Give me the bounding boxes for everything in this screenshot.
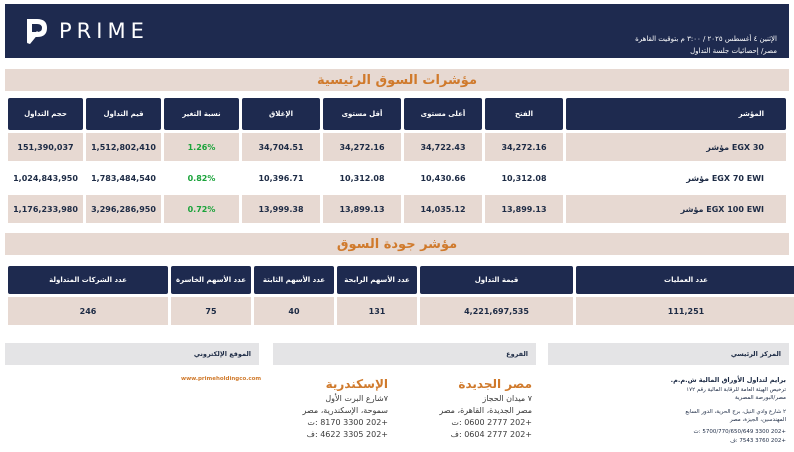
branch-alex-line: سموحة، الإسكندرية، مصر	[302, 406, 388, 415]
indices-table: حجم التداول قيم التداول نسبة التغير الإغ…	[5, 95, 789, 226]
indices-section-title: مؤشرات السوق الرئيسية	[316, 72, 477, 88]
prime-logo-icon	[27, 19, 47, 44]
col-header-unchanged: عدد الأسهم الثابتة	[254, 266, 334, 294]
cell-trades: 111,251	[576, 297, 794, 325]
cell-index-name: مؤشر EGX 100 EWI	[566, 195, 786, 223]
cell-value: 1,512,802,410	[86, 133, 161, 161]
quality-section-title: مؤشر جودة السوق	[336, 236, 458, 252]
branch-cairo-line: ٧ ميدان الحجاز	[482, 394, 532, 403]
cell-gainers: 131	[337, 297, 417, 325]
quality-table: عدد الشركات المتداولة عدد الأسهم الخاسرة…	[5, 263, 794, 328]
branches-label: الفروع	[506, 350, 528, 358]
table-row: 1,024,843,950 1,783,484,540 0.82% 10,396…	[8, 164, 786, 192]
hq-address: المهندسين، الجيزة، مصر	[729, 417, 786, 423]
cell-volume: 151,390,037	[8, 133, 83, 161]
cell-volume: 1,176,233,980	[8, 195, 83, 223]
cell-trade-value: 4,221,697,535	[420, 297, 573, 325]
session-date: الإثنين ٤ أغسطس ٢٠٢٥ / ٣:٠٠ م بتوقيت الق…	[635, 35, 777, 43]
quality-section-header: مؤشر جودة السوق	[5, 233, 789, 255]
cell-open: 10,312.08	[485, 164, 563, 192]
col-header-losers: عدد الأسهم الخاسرة	[171, 266, 251, 294]
indices-header-row: حجم التداول قيم التداول نسبة التغير الإغ…	[8, 98, 786, 130]
col-header-open: الفتح	[485, 98, 563, 130]
quality-header-row: عدد الشركات المتداولة عدد الأسهم الخاسرة…	[8, 266, 794, 294]
website-label: الموقع الإلكتروني	[193, 350, 251, 358]
cell-close: 13,999.38	[242, 195, 320, 223]
branch-cairo-title: مصر الجديدة	[458, 377, 532, 391]
branch-alex-title: الإسكندرية	[325, 377, 388, 391]
hq-address: ٢ شارع وادي النيل، برج الحرية، الدور الس…	[685, 409, 786, 415]
col-header-traded-companies: عدد الشركات المتداولة	[8, 266, 168, 294]
col-header-value: قيم التداول	[86, 98, 161, 130]
website-label-bar: الموقع الإلكتروني	[5, 343, 259, 365]
website-link[interactable]: www.primeholdingco.com	[181, 376, 262, 382]
hq-exchange: مصر/البورصة المصرية	[735, 395, 786, 401]
prime-logo[interactable]: PRIME	[25, 17, 149, 45]
indices-section-header: مؤشرات السوق الرئيسية	[5, 69, 789, 91]
cell-value: 3,296,286,950	[86, 195, 161, 223]
cell-value: 1,783,484,540	[86, 164, 161, 192]
cell-change: 0.72%	[164, 195, 239, 223]
logo-wordmark: PRIME	[59, 19, 149, 43]
col-header-low: أقل مستوى	[323, 98, 401, 130]
cell-high: 34,722.43	[404, 133, 482, 161]
cell-losers: 75	[171, 297, 251, 325]
cell-close: 34,704.51	[242, 133, 320, 161]
hq-license: ترخيص الهيئة العامة للرقابة المالية رقم …	[686, 387, 786, 393]
cell-index-name: مؤشر EGX 70 EWI	[566, 164, 786, 192]
cell-change: 1.26%	[164, 133, 239, 161]
cell-open: 34,272.16	[485, 133, 563, 161]
hq-fax: +202 3760 7543 :ف	[730, 438, 786, 444]
hq-company-name: برايم لتداول الأوراق المالية ش.م.م.	[670, 376, 786, 384]
col-header-trades: عدد العمليات	[576, 266, 794, 294]
col-header-gainers: عدد الأسهم الرابحة	[337, 266, 417, 294]
cell-low: 10,312.08	[323, 164, 401, 192]
cell-high: 10,430.66	[404, 164, 482, 192]
cell-unchanged: 40	[254, 297, 334, 325]
branch-alex-fax: +202 3305 4622 :ف	[306, 430, 388, 439]
branch-cairo-line: مصر الجديدة، القاهرة، مصر	[439, 406, 532, 415]
cell-low: 34,272.16	[323, 133, 401, 161]
branches-label-bar: الفروع	[273, 343, 536, 365]
branch-alex-line: ٧شارع البرت الأول	[325, 394, 388, 403]
cell-open: 13,899.13	[485, 195, 563, 223]
branch-cairo-phone: +202 2777 0600 :ت	[451, 418, 532, 427]
cell-change: 0.82%	[164, 164, 239, 192]
cell-high: 14,035.12	[404, 195, 482, 223]
branch-alex-phone: +202 3300 8170 :ت	[307, 418, 388, 427]
hq-label: المركز الرئيسي	[730, 350, 781, 358]
hq-label-bar: المركز الرئيسي	[548, 343, 789, 365]
branch-cairo-fax: +202 2777 0604 :ف	[450, 430, 532, 439]
col-header-close: الإغلاق	[242, 98, 320, 130]
cell-traded-companies: 246	[8, 297, 168, 325]
report-subtitle: مصر/ إحصائيات جلسة التداول	[690, 47, 777, 55]
table-row: 1,176,233,980 3,296,286,950 0.72% 13,999…	[8, 195, 786, 223]
header-banner: PRIME الإثنين ٤ أغسطس ٢٠٢٥ / ٣:٠٠ م بتوق…	[5, 4, 789, 58]
cell-volume: 1,024,843,950	[8, 164, 83, 192]
col-header-volume: حجم التداول	[8, 98, 83, 130]
hq-phone: +202 3300 5700/770/650/649 :ت	[693, 429, 786, 435]
col-header-high: أعلى مستوى	[404, 98, 482, 130]
cell-close: 10,396.71	[242, 164, 320, 192]
col-header-index: المؤشر	[566, 98, 786, 130]
table-row: 246 75 40 131 4,221,697,535 111,251	[8, 297, 794, 325]
cell-low: 13,899.13	[323, 195, 401, 223]
table-row: 151,390,037 1,512,802,410 1.26% 34,704.5…	[8, 133, 786, 161]
cell-index-name: مؤشر EGX 30	[566, 133, 786, 161]
col-header-change: نسبة التغير	[164, 98, 239, 130]
col-header-trade-value: قيمة التداول	[420, 266, 573, 294]
